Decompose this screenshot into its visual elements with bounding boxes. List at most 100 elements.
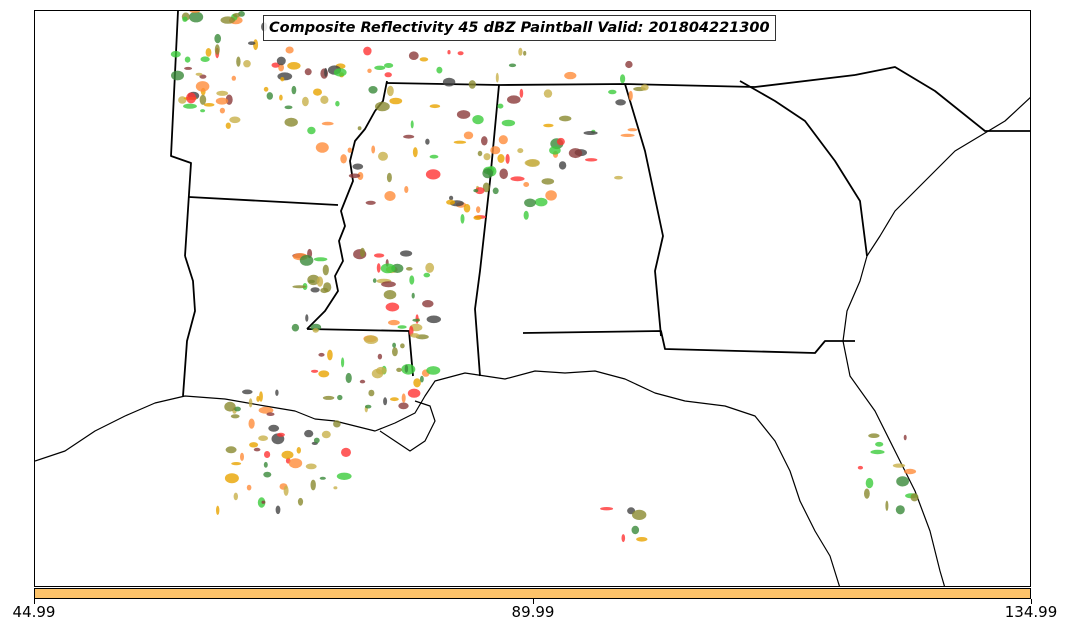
storm-cell bbox=[321, 430, 331, 439]
storm-cell bbox=[401, 364, 416, 375]
storm-cell bbox=[460, 214, 465, 224]
coastline bbox=[35, 97, 1030, 586]
storm-cell bbox=[336, 472, 352, 480]
storm-cell bbox=[519, 88, 524, 98]
storm-cell bbox=[231, 462, 242, 466]
storm-cell bbox=[291, 85, 297, 95]
storm-cell bbox=[214, 33, 221, 44]
storm-cell bbox=[413, 378, 421, 388]
storm-cell bbox=[534, 197, 548, 207]
storm-cell bbox=[341, 447, 351, 457]
storm-cell bbox=[285, 46, 294, 54]
storm-cell bbox=[476, 206, 481, 214]
storm-cell bbox=[248, 398, 253, 408]
storm-cell bbox=[608, 89, 617, 95]
storm-cell bbox=[264, 451, 271, 458]
storm-cell bbox=[419, 57, 429, 62]
storm-cell bbox=[348, 173, 361, 179]
storm-cell bbox=[411, 292, 415, 299]
storm-cell bbox=[299, 255, 314, 266]
storm-cell bbox=[345, 372, 352, 384]
storm-cell bbox=[524, 198, 536, 208]
storm-cell bbox=[320, 287, 329, 294]
storm-cell bbox=[457, 51, 464, 56]
storm-cell bbox=[410, 333, 420, 338]
storm-cell bbox=[312, 328, 319, 333]
storm-cell bbox=[865, 477, 874, 489]
colorbar-tick-min bbox=[34, 599, 35, 604]
storm-cell bbox=[864, 488, 870, 499]
storm-cell bbox=[490, 146, 501, 155]
colorbar-tick-mid bbox=[533, 599, 534, 604]
boundary-al-fl bbox=[522, 330, 855, 354]
storm-cell bbox=[406, 267, 413, 271]
storm-cell bbox=[543, 89, 553, 98]
storm-cell bbox=[620, 133, 635, 137]
storm-cell bbox=[186, 92, 197, 104]
storm-cell bbox=[279, 94, 283, 101]
storm-cell bbox=[258, 435, 268, 442]
storm-cell bbox=[541, 178, 555, 185]
boundary-al-ga bbox=[624, 83, 664, 337]
colorbar-label-max: 134.99 bbox=[1004, 603, 1058, 621]
storm-cell bbox=[360, 247, 365, 258]
storm-cell bbox=[248, 418, 255, 429]
storm-cell bbox=[318, 352, 325, 357]
storm-cell bbox=[258, 406, 274, 414]
coast-louisiana-delta bbox=[379, 400, 436, 452]
storm-cell bbox=[409, 275, 415, 285]
reflectivity-cells bbox=[170, 11, 919, 543]
storm-cell bbox=[372, 278, 377, 283]
storm-cell bbox=[425, 262, 435, 273]
storm-cell bbox=[499, 168, 509, 180]
storm-cell bbox=[383, 290, 397, 300]
storm-cell bbox=[199, 94, 207, 105]
storm-cell bbox=[473, 215, 482, 220]
storm-cell bbox=[242, 389, 253, 395]
storm-cell bbox=[380, 263, 396, 274]
boundary-arkansas-south bbox=[188, 196, 339, 206]
storm-cell bbox=[397, 325, 407, 329]
storm-cell bbox=[446, 199, 456, 205]
storm-cell bbox=[621, 534, 626, 543]
storm-cell bbox=[492, 187, 499, 195]
storm-cell bbox=[481, 136, 488, 146]
storm-cell bbox=[614, 175, 623, 180]
storm-cell bbox=[420, 375, 424, 383]
storm-cell bbox=[347, 147, 352, 153]
storm-cell bbox=[396, 367, 402, 372]
map-canvas bbox=[35, 11, 1030, 586]
storm-cell bbox=[404, 364, 409, 373]
storm-cell bbox=[498, 135, 508, 145]
storm-cell bbox=[477, 150, 483, 157]
storm-cell bbox=[200, 109, 206, 113]
storm-cell bbox=[263, 461, 268, 468]
storm-cell bbox=[276, 56, 286, 66]
storm-cell bbox=[385, 302, 400, 312]
storm-cell bbox=[449, 195, 454, 201]
storm-cell bbox=[374, 65, 386, 70]
storm-cell bbox=[333, 420, 341, 428]
storm-cell bbox=[429, 104, 441, 109]
storm-cell bbox=[189, 11, 200, 13]
storm-cell bbox=[200, 56, 210, 62]
storm-cell bbox=[307, 274, 320, 286]
storm-cell bbox=[600, 507, 614, 511]
map-panel bbox=[34, 10, 1031, 587]
storm-cell bbox=[233, 406, 241, 412]
storm-cell bbox=[296, 447, 301, 454]
storm-cell bbox=[335, 100, 340, 107]
storm-cell bbox=[313, 88, 322, 96]
storm-cell bbox=[220, 16, 236, 24]
storm-cell bbox=[313, 437, 320, 444]
storm-cell bbox=[426, 315, 441, 324]
storm-cell bbox=[322, 264, 329, 276]
storm-cell bbox=[495, 72, 499, 83]
storm-cell bbox=[523, 50, 527, 56]
storm-cell bbox=[377, 353, 383, 360]
storm-cell bbox=[625, 60, 633, 69]
storm-cell bbox=[510, 176, 525, 182]
storm-cell bbox=[383, 397, 388, 406]
storm-cell bbox=[585, 158, 598, 162]
storm-cell bbox=[318, 370, 330, 378]
